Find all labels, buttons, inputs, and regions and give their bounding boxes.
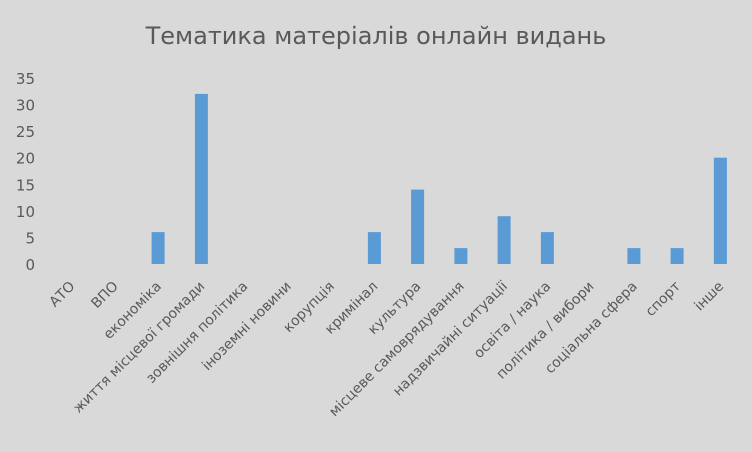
x-tick-label: АТО bbox=[46, 279, 78, 311]
bar bbox=[627, 248, 641, 264]
bar bbox=[411, 189, 425, 264]
x-tick-label: ВПО bbox=[88, 279, 121, 312]
y-tick-label: 20 bbox=[16, 150, 35, 168]
x-tick-label: інше bbox=[692, 279, 728, 315]
x-tick-label: спорт bbox=[643, 279, 684, 320]
bar bbox=[497, 216, 511, 264]
bar bbox=[670, 248, 684, 264]
bar bbox=[713, 157, 727, 264]
chart-title: Тематика матеріалів онлайн видань bbox=[145, 22, 607, 50]
x-tick-label: освіта / наука bbox=[471, 279, 554, 362]
bar bbox=[194, 93, 208, 265]
y-tick-label: 35 bbox=[16, 70, 35, 88]
y-tick-label: 25 bbox=[16, 123, 35, 141]
y-tick-label: 0 bbox=[25, 256, 35, 274]
bar bbox=[540, 232, 554, 264]
y-tick-label: 30 bbox=[16, 97, 35, 115]
y-tick-label: 15 bbox=[16, 176, 35, 194]
y-tick-label: 10 bbox=[16, 203, 35, 221]
bar bbox=[151, 232, 165, 264]
bar bbox=[367, 232, 381, 264]
y-tick-label: 5 bbox=[25, 229, 35, 247]
bar bbox=[454, 248, 468, 264]
